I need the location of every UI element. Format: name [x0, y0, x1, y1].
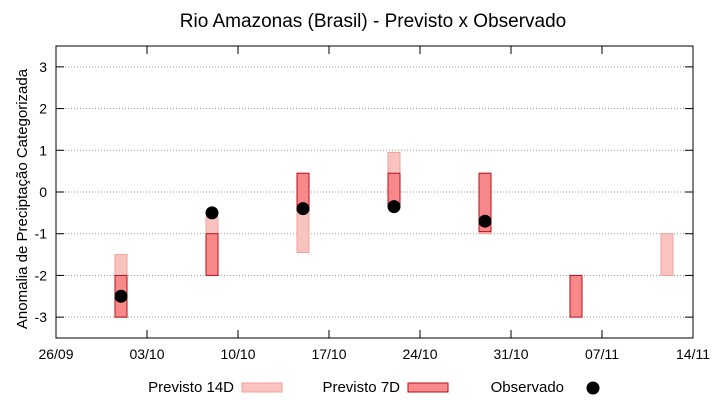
y-axis-label: Anomalia de Preciptação Categorizada [14, 68, 31, 329]
gridlines [56, 66, 693, 318]
y-tick-label: -3 [35, 309, 48, 325]
y-tick-label: 0 [39, 184, 47, 200]
x-tick-label: 14/11 [676, 346, 710, 362]
y-tick-label: -2 [35, 267, 48, 283]
forecast-7d-bar [205, 233, 219, 276]
x-tick-label: 03/10 [129, 346, 164, 362]
legend-label: Previsto 14D [148, 379, 234, 396]
forecast-7d-bar [569, 274, 583, 318]
observed-point [296, 202, 310, 216]
chart-title: Rio Amazonas (Brasil) - Previsto x Obser… [180, 11, 566, 32]
y-tick-label: 3 [39, 59, 47, 75]
axis-ticks: 3 2 1 0 -1 -2 -3 26/09 03/10 10/10 17/10 24/10 31/10… [35, 46, 710, 362]
observed-point [205, 206, 219, 220]
legend-14d-swatch [241, 382, 283, 393]
x-tick-label: 10/10 [220, 346, 255, 362]
observed-point [387, 200, 401, 214]
legend-7d-swatch [407, 382, 449, 393]
y-tick-label: -1 [35, 226, 48, 242]
x-tick-label: 31/10 [493, 346, 528, 362]
legend-label: Previsto 7D [322, 379, 400, 396]
y-tick-label: 2 [39, 101, 47, 117]
observed-point [478, 214, 492, 228]
forecast-14d-bar [660, 233, 674, 276]
x-tick-label: 26/09 [38, 346, 73, 362]
x-tick-label: 07/11 [585, 346, 619, 362]
legend-observed-marker [586, 381, 600, 395]
legend: Previsto 14D Previsto 7D Observado [148, 379, 600, 396]
bars [114, 151, 674, 318]
legend-label: Observado [491, 379, 564, 396]
x-tick-label: 17/10 [311, 346, 346, 362]
x-tick-label: 24/10 [402, 346, 437, 362]
observed-points [114, 200, 492, 303]
y-tick-label: 1 [39, 142, 47, 158]
observed-point [114, 289, 128, 303]
